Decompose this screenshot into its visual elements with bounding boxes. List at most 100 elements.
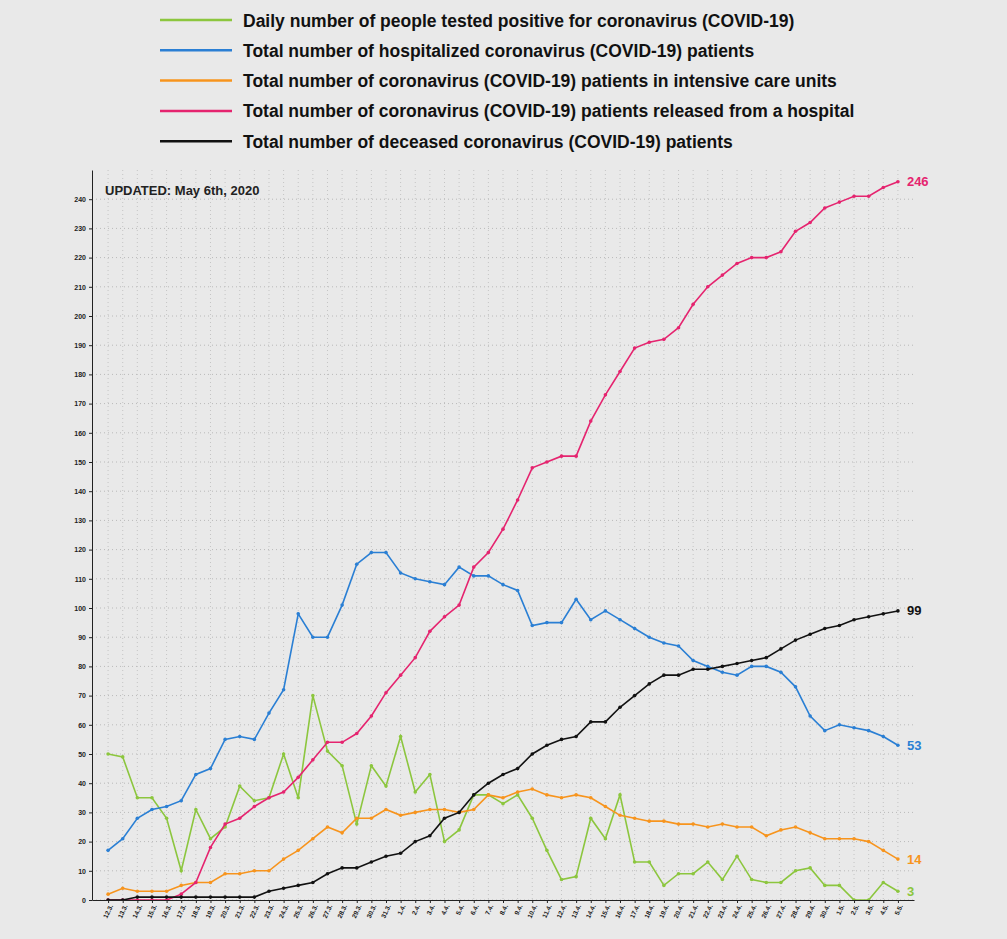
x-tick-label: 30.4. (818, 903, 831, 919)
x-tick-label: 3.4. (425, 903, 436, 916)
y-tick: 0 (82, 897, 92, 904)
x-tick: 20.4. (672, 900, 685, 919)
x-tick-label: 14.3. (131, 903, 144, 919)
x-tick-mark (810, 900, 811, 903)
grid-line-x (444, 170, 445, 900)
x-tick: 15.3. (146, 900, 159, 919)
grid-line-x (151, 170, 152, 900)
series-point (530, 624, 534, 628)
x-tick-label: 20.4. (672, 903, 685, 919)
x-tick: 5.4. (454, 900, 465, 916)
x-tick-label: 23.4. (716, 903, 729, 919)
x-tick-mark (123, 900, 124, 903)
series-point (443, 816, 447, 820)
x-tick: 3.4. (425, 900, 436, 916)
series-point (677, 822, 681, 826)
series-point (428, 773, 432, 777)
series-point (136, 796, 140, 800)
grid-line-y (92, 345, 914, 346)
x-tick: 22.3. (248, 900, 261, 919)
y-tick: 210 (74, 284, 92, 291)
series-point (457, 811, 461, 815)
series-point (764, 834, 768, 838)
y-tick: 190 (74, 342, 92, 349)
series-point (282, 688, 286, 692)
series-point (209, 895, 213, 899)
y-tick: 150 (74, 459, 92, 466)
series-point (209, 837, 213, 841)
series-point (633, 346, 637, 350)
series-point (370, 764, 374, 768)
x-tick-label: 16.3. (160, 903, 173, 919)
grid (92, 170, 914, 900)
x-tick-mark (737, 900, 738, 903)
grid-line-x (751, 170, 752, 900)
x-tick-label: 29.3. (350, 903, 363, 919)
x-tick-label: 22.3. (248, 903, 261, 919)
y-tick-label: 200 (74, 313, 86, 320)
series-point (340, 741, 344, 745)
series-point (808, 831, 812, 835)
x-tick-label: 20.3. (219, 903, 232, 919)
series-point (516, 589, 520, 593)
series-point (560, 738, 564, 742)
series-point (106, 898, 110, 900)
series-point (677, 326, 681, 330)
series-point (326, 749, 330, 753)
x-tick: 21.4. (687, 900, 700, 919)
x-tick-label: 27.4. (775, 903, 788, 919)
series-point (662, 819, 666, 823)
x-tick-label: 13.3. (116, 903, 129, 919)
series-point (487, 781, 491, 785)
series-point (443, 615, 447, 619)
series-point (311, 837, 315, 841)
series-line (108, 696, 898, 900)
grid-line-x (620, 170, 621, 900)
grid-line-y (92, 841, 914, 842)
grid-line-x (122, 170, 123, 900)
series-point (428, 630, 432, 634)
series-point (209, 767, 213, 771)
x-tick: 18.4. (643, 900, 656, 919)
series-point (691, 659, 695, 663)
x-tick: 12.3. (102, 900, 115, 919)
series-point (399, 814, 403, 818)
series-point (881, 849, 885, 853)
series-point (677, 644, 681, 648)
series-point (223, 872, 227, 876)
y-tick-mark (89, 812, 92, 813)
series-point (618, 618, 622, 622)
y-tick: 230 (74, 225, 92, 232)
series-point (311, 635, 315, 639)
series-point (560, 621, 564, 625)
x-tick-label: 13.4. (570, 903, 583, 919)
x-tick-mark (444, 900, 445, 903)
series-point (896, 857, 900, 861)
series-point (808, 221, 812, 225)
grid-line-x (663, 170, 664, 900)
x-tick-label: 1.5. (835, 903, 846, 916)
x-tick-mark (649, 900, 650, 903)
x-tick-mark (605, 900, 606, 903)
series-point (706, 860, 710, 864)
x-tick-label: 28.3. (336, 903, 349, 919)
series-point (794, 638, 798, 642)
legend-item: Total number of deceased coronavirus (CO… (160, 132, 733, 152)
series-point (545, 793, 549, 797)
series-point (106, 892, 110, 896)
x-tick-mark (547, 900, 548, 903)
x-tick: 23.3. (263, 900, 276, 919)
grid-line-x (839, 170, 840, 900)
series-point (589, 618, 593, 622)
series-point (823, 206, 827, 210)
x-tick-label: 6.4. (469, 903, 480, 916)
series-point (589, 796, 593, 800)
series-point (881, 612, 885, 616)
series-point (647, 340, 651, 344)
x-tick-mark (664, 900, 665, 903)
x-tick: 27.3. (321, 900, 334, 919)
series-point (838, 723, 842, 727)
x-tick-label: 25.3. (292, 903, 305, 919)
series-point (179, 869, 183, 873)
series-point (267, 796, 271, 800)
